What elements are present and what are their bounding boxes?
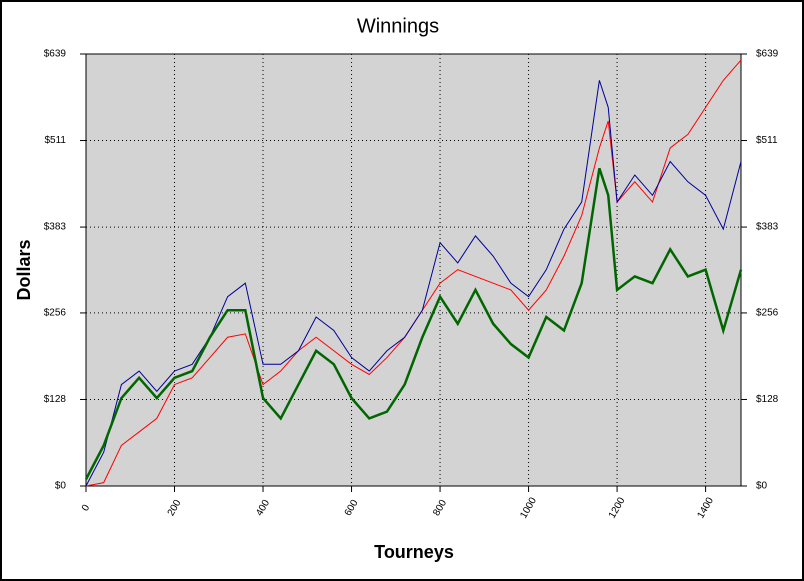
y2-tick-label: $256 [756, 308, 779, 319]
y2-tick-label: $639 [756, 49, 779, 60]
x-tick-label: 0 [80, 503, 93, 514]
x-axis-label: Tourneys [374, 542, 454, 562]
line-series [84, 167, 743, 480]
line-series [85, 80, 742, 487]
y-axis-label: Dollars [14, 239, 34, 300]
y-tick-label: $511 [44, 135, 66, 146]
y-tick-label: $128 [44, 394, 67, 405]
y-tick-label: $0 [55, 481, 67, 492]
y2-tick-label: $128 [756, 394, 779, 405]
y-tick-label: $256 [44, 308, 67, 319]
y2-tick-label: $0 [756, 481, 768, 492]
chart-title: Winnings [357, 15, 439, 37]
y2-tick-label: $511 [756, 135, 778, 146]
y2-tick-label: $383 [756, 222, 779, 233]
y-tick-label: $639 [44, 49, 67, 60]
y-tick-label: $383 [44, 222, 67, 233]
plot-area [85, 53, 742, 487]
